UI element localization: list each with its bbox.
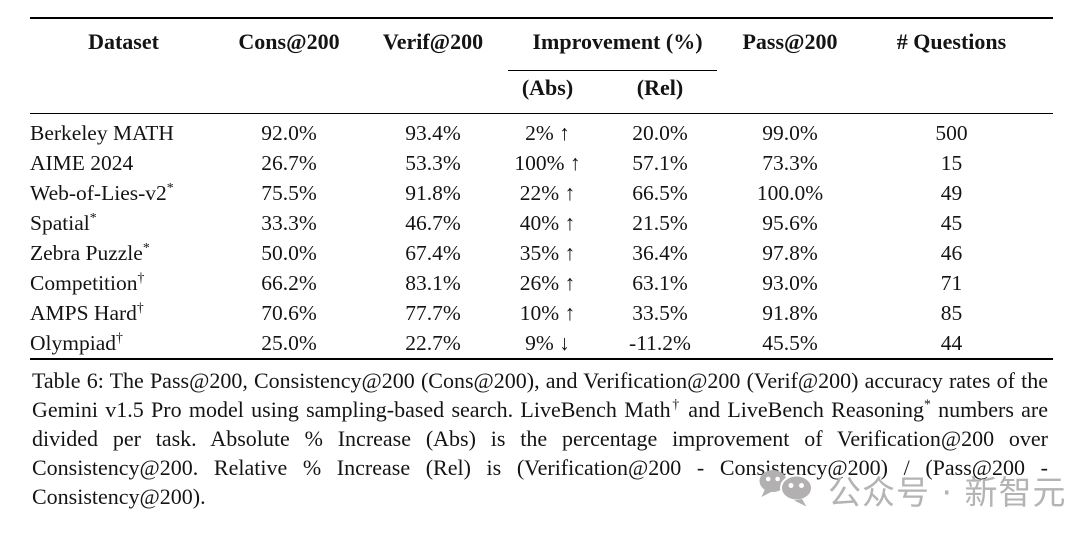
cell-rel: 21.5%: [632, 210, 688, 235]
cell-pass: 45.5%: [762, 330, 818, 355]
cell-dataset: Spatial*: [30, 208, 217, 238]
cell-abs: 2% ↑: [505, 113, 590, 148]
table-row: Spatial* 33.3% 46.7% 40% ↑ 21.5% 95.6% 4…: [30, 208, 1053, 238]
cell-abs: 100% ↑: [514, 150, 581, 175]
table-row: Zebra Puzzle* 50.0% 67.4% 35% ↑ 36.4% 97…: [30, 238, 1053, 268]
caption-text: and LiveBench Reasoning: [681, 397, 925, 422]
cell-rel: 63.1%: [632, 270, 688, 295]
cell-questions: 500: [850, 113, 1053, 148]
cell-dataset: Competition†: [30, 268, 217, 298]
column-header-improvement: Improvement (%): [505, 18, 730, 71]
table-row: Web-of-Lies-v2* 75.5% 91.8% 22% ↑ 66.5% …: [30, 178, 1053, 208]
dataset-name: AIME 2024: [30, 150, 134, 175]
dataset-name: Web-of-Lies-v2: [30, 180, 167, 205]
cell-cons: 75.5%: [261, 180, 317, 205]
cell-questions: 45: [940, 210, 963, 235]
cell-pass: 100.0%: [756, 180, 824, 205]
cell-verif: 93.4%: [361, 113, 505, 148]
table-caption: Table 6: The Pass@200, Consistency@200 (…: [32, 366, 1048, 511]
cell-abs: 9% ↓: [525, 330, 570, 355]
table-row: Olympiad† 25.0% 22.7% 9% ↓ -11.2% 45.5% …: [30, 328, 1053, 359]
cell-questions: 49: [940, 180, 963, 205]
dataset-name: Berkeley MATH: [30, 120, 174, 145]
cell-verif: 77.7%: [405, 300, 461, 325]
cell-verif: 83.1%: [405, 270, 461, 295]
cell-dataset: Olympiad†: [30, 328, 217, 359]
cell-verif: 67.4%: [405, 240, 461, 265]
dataset-name: Spatial: [30, 210, 90, 235]
table-row: AIME 2024 26.7% 53.3% 100% ↑ 57.1% 73.3%…: [30, 148, 1053, 178]
column-header-cons: Cons@200: [238, 29, 340, 54]
cell-pass: 91.8%: [762, 300, 818, 325]
cell-questions: 15: [940, 150, 963, 175]
table-row: Competition† 66.2% 83.1% 26% ↑ 63.1% 93.…: [30, 268, 1053, 298]
dataset-marker: †: [137, 269, 145, 285]
cell-rel: 20.0%: [590, 113, 730, 148]
cell-verif: 22.7%: [405, 330, 461, 355]
dataset-name: Competition: [30, 270, 138, 295]
cell-dataset: Web-of-Lies-v2*: [30, 178, 217, 208]
column-header-abs: (Abs): [521, 75, 574, 100]
cell-dataset: Zebra Puzzle*: [30, 238, 217, 268]
cell-abs: 10% ↑: [519, 300, 576, 325]
dataset-marker: *: [142, 239, 150, 255]
cell-abs: 40% ↑: [519, 210, 576, 235]
cell-rel: 36.4%: [632, 240, 688, 265]
caption-text: Table 6: The Pass@200, Consistency@200 (…: [32, 368, 1048, 422]
results-table: Dataset Cons@200 Verif@200 Improvement (…: [30, 17, 1053, 360]
cell-rel: -11.2%: [629, 330, 691, 355]
cell-pass: 73.3%: [762, 150, 818, 175]
header-row-1: Dataset Cons@200 Verif@200 Improvement (…: [30, 18, 1053, 71]
cell-cons: 70.6%: [261, 300, 317, 325]
cell-cons: 26.7%: [261, 150, 317, 175]
cell-cons: 50.0%: [261, 240, 317, 265]
header-row-2: (Abs) (Rel): [30, 71, 1053, 114]
table-row: Berkeley MATH 92.0% 93.4% 2% ↑ 20.0% 99.…: [30, 113, 1053, 148]
cell-dataset: AIME 2024: [30, 148, 217, 178]
table-row: AMPS Hard† 70.6% 77.7% 10% ↑ 33.5% 91.8%…: [30, 298, 1053, 328]
cell-cons: 33.3%: [261, 210, 317, 235]
column-header-verif: Verif@200: [382, 29, 484, 54]
dataset-marker: *: [89, 209, 97, 225]
cell-verif: 53.3%: [405, 150, 461, 175]
cell-pass: 93.0%: [762, 270, 818, 295]
cell-pass: 99.0%: [730, 113, 850, 148]
cell-abs: 26% ↑: [519, 270, 576, 295]
cell-rel: 33.5%: [632, 300, 688, 325]
dataset-name: Zebra Puzzle: [30, 240, 143, 265]
cell-questions: 85: [940, 300, 963, 325]
column-header-dataset: Dataset: [88, 29, 159, 54]
column-header-rel: (Rel): [636, 75, 684, 100]
column-header-pass: Pass@200: [742, 29, 838, 54]
cell-questions: 46: [940, 240, 963, 265]
cell-abs: 35% ↑: [519, 240, 576, 265]
cell-rel: 66.5%: [632, 180, 688, 205]
caption-text: numbers are divided per task. Absolute %…: [32, 397, 1049, 509]
cell-verif: 91.8%: [405, 180, 461, 205]
asterisk-marker: *: [924, 396, 931, 412]
cell-cons: 92.0%: [217, 113, 361, 148]
cell-rel: 57.1%: [632, 150, 688, 175]
cell-pass: 95.6%: [762, 210, 818, 235]
column-header-questions: # Questions: [896, 29, 1007, 54]
cell-questions: 71: [940, 270, 963, 295]
dagger-marker: †: [670, 396, 682, 412]
cell-verif: 46.7%: [405, 210, 461, 235]
dataset-marker: †: [136, 299, 144, 315]
cell-abs: 22% ↑: [519, 180, 576, 205]
cell-cons: 66.2%: [261, 270, 317, 295]
dataset-marker: *: [166, 179, 174, 195]
dataset-name: AMPS Hard: [30, 300, 137, 325]
dataset-name: Olympiad: [30, 330, 116, 355]
dataset-marker: †: [116, 329, 123, 345]
cell-dataset: Berkeley MATH: [30, 113, 217, 148]
cell-questions: 44: [940, 330, 963, 355]
cell-cons: 25.0%: [261, 330, 317, 355]
cell-pass: 97.8%: [762, 240, 818, 265]
cell-dataset: AMPS Hard†: [30, 298, 217, 328]
